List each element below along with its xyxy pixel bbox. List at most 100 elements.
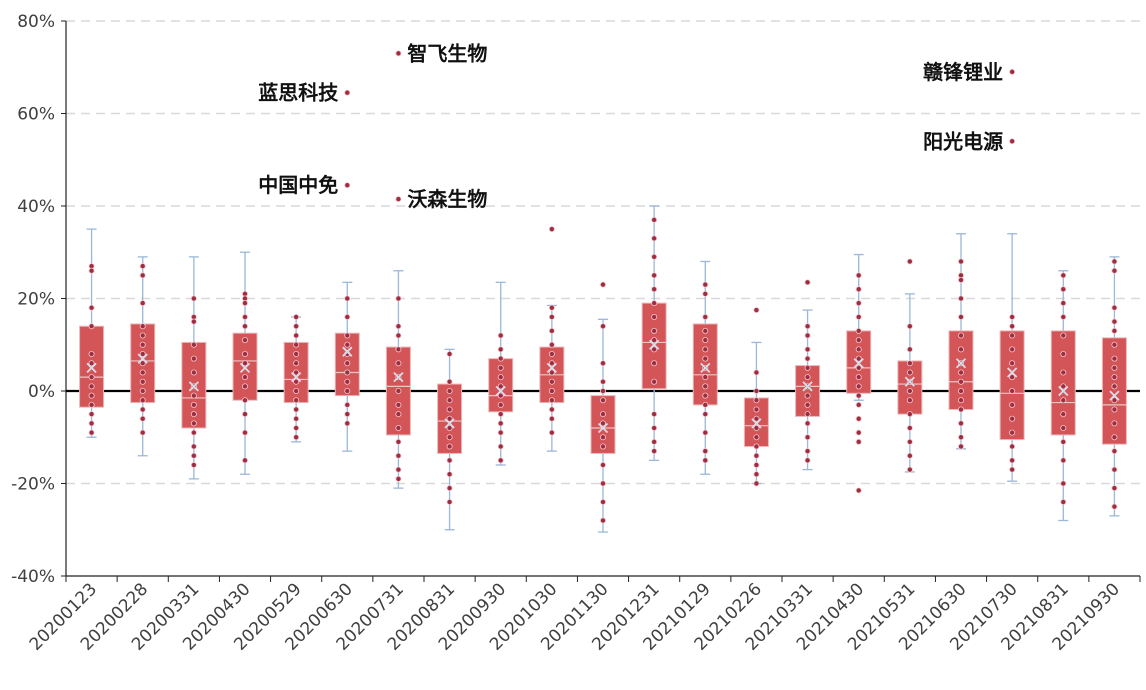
data-point <box>1009 323 1016 330</box>
data-point <box>958 387 965 394</box>
box-20200930 <box>488 281 514 466</box>
data-point <box>855 355 862 362</box>
data-point <box>139 272 146 279</box>
data-point <box>1009 332 1016 339</box>
mean-marker <box>751 418 762 429</box>
data-point <box>804 392 811 399</box>
data-point <box>958 313 965 320</box>
data-point <box>1111 434 1118 441</box>
data-point <box>446 471 453 478</box>
data-point <box>1111 267 1118 274</box>
box-iqr <box>1050 330 1076 436</box>
annotation-label: 中国中免 <box>258 173 338 197</box>
mean-marker <box>137 353 148 364</box>
data-point <box>855 487 862 494</box>
data-point <box>651 438 658 445</box>
box-20210630 <box>948 233 974 450</box>
data-point <box>190 461 197 468</box>
annotation-label: 智飞生物 <box>407 41 487 65</box>
data-point <box>548 397 555 404</box>
data-point <box>906 466 913 473</box>
data-point <box>1060 272 1067 279</box>
y-tick-label: 80% <box>17 12 55 32</box>
data-point <box>1111 503 1118 510</box>
data-point <box>804 364 811 371</box>
data-point <box>958 420 965 427</box>
data-point <box>548 327 555 334</box>
data-point <box>139 429 146 436</box>
data-point <box>1060 438 1067 445</box>
data-point <box>804 332 811 339</box>
data-point <box>446 498 453 505</box>
data-point <box>395 346 402 353</box>
data-point <box>139 397 146 404</box>
data-point <box>548 415 555 422</box>
y-tick-label: 40% <box>17 197 55 217</box>
data-point <box>600 498 607 505</box>
data-point <box>190 420 197 427</box>
data-point <box>702 281 709 288</box>
data-point <box>1009 457 1016 464</box>
data-point <box>241 383 248 390</box>
data-point <box>190 443 197 450</box>
data-point <box>651 424 658 431</box>
data-point <box>600 378 607 385</box>
data-point <box>497 411 504 418</box>
data-point <box>651 313 658 320</box>
data-point <box>139 300 146 307</box>
data-point <box>958 295 965 302</box>
mean-marker <box>1109 390 1120 401</box>
data-point <box>1060 397 1067 404</box>
y-tick-label: 20% <box>17 290 55 310</box>
boxes <box>79 50 1127 533</box>
data-point <box>1111 397 1118 404</box>
data-point <box>855 383 862 390</box>
data-point <box>446 350 453 357</box>
mean-marker <box>291 371 302 383</box>
data-point <box>651 346 658 353</box>
box-iqr <box>897 360 923 415</box>
data-point <box>497 457 504 464</box>
data-point <box>139 332 146 339</box>
data-point <box>293 415 300 422</box>
data-point <box>548 360 555 367</box>
data-point <box>651 327 658 334</box>
data-point <box>497 392 504 399</box>
data-point <box>395 295 402 302</box>
data-point <box>497 429 504 436</box>
data-point <box>1111 420 1118 427</box>
data-point <box>344 89 351 96</box>
data-point <box>906 360 913 367</box>
data-point <box>395 452 402 459</box>
data-point <box>702 448 709 455</box>
data-point <box>293 332 300 339</box>
data-point <box>753 452 760 459</box>
data-point <box>958 378 965 385</box>
data-point <box>190 318 197 325</box>
data-point <box>497 364 504 371</box>
box-iqr <box>1101 337 1127 445</box>
data-point <box>293 406 300 413</box>
data-point <box>1060 313 1067 320</box>
data-point <box>395 50 402 57</box>
data-point <box>190 401 197 408</box>
data-point <box>139 369 146 376</box>
box-20200123 <box>79 228 105 438</box>
y-tick-label: 60% <box>17 105 55 125</box>
data-point <box>139 406 146 413</box>
data-point <box>241 337 248 344</box>
data-point <box>1009 387 1016 394</box>
data-point <box>395 196 402 203</box>
box-iqr <box>795 365 821 417</box>
data-point <box>1060 411 1067 418</box>
data-point <box>446 415 453 422</box>
box-20210531 <box>897 258 923 473</box>
data-point <box>241 313 248 320</box>
data-point <box>753 471 760 478</box>
data-point <box>702 355 709 362</box>
box-20210831 <box>1050 270 1076 522</box>
data-point <box>139 387 146 394</box>
data-point <box>855 364 862 371</box>
box-20210226 <box>743 307 769 487</box>
data-point <box>702 337 709 344</box>
